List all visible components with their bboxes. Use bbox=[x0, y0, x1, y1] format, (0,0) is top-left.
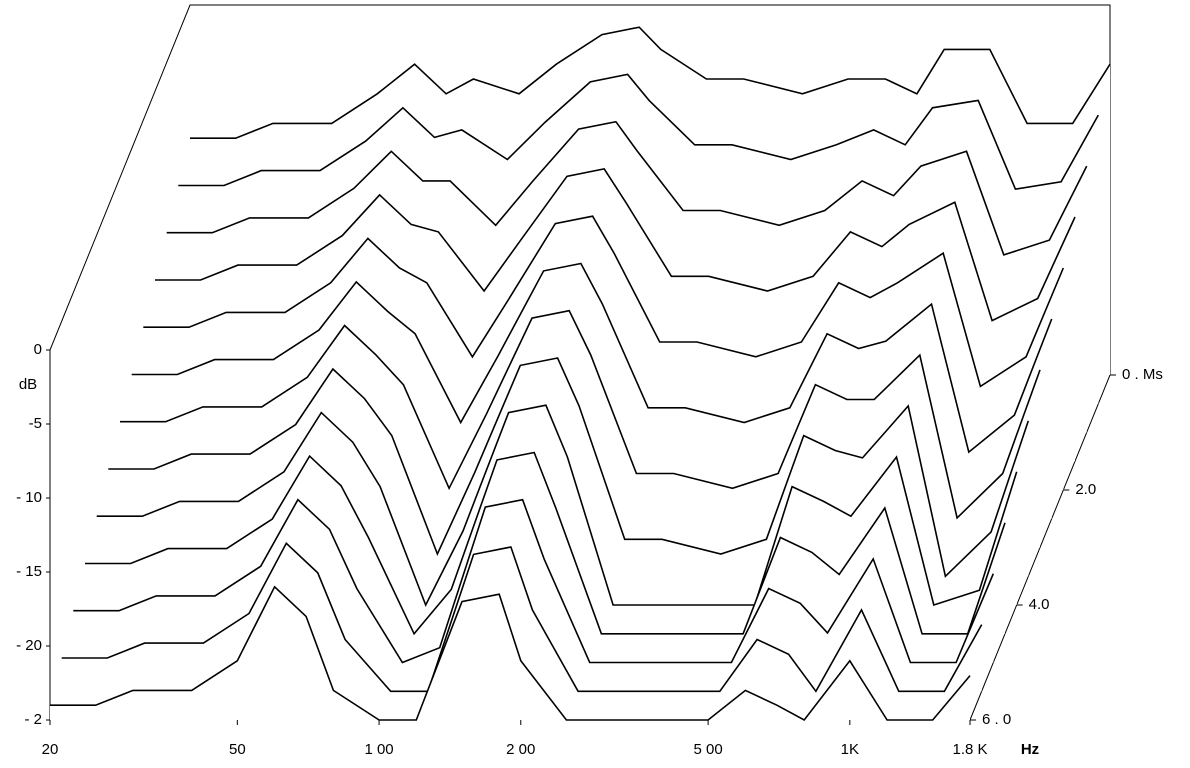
x-tick-label: 1 00 bbox=[364, 741, 393, 758]
slice-line bbox=[108, 357, 1030, 578]
slice-fill bbox=[50, 586, 970, 720]
y-tick-label: - 20 bbox=[16, 637, 42, 654]
slice-line bbox=[61, 542, 983, 693]
slice-line bbox=[190, 26, 1111, 139]
x-tick-label: 50 bbox=[229, 741, 246, 758]
x-tick-label: 1K bbox=[841, 741, 859, 758]
y-tick-label: - 10 bbox=[16, 489, 42, 506]
x-tick-label: 2 00 bbox=[506, 741, 535, 758]
slice-line bbox=[155, 168, 1076, 322]
x-tick-label: 20 bbox=[42, 741, 59, 758]
slice-line bbox=[131, 262, 1053, 454]
y-unit: dB bbox=[19, 376, 37, 393]
slice-line bbox=[166, 120, 1088, 256]
slice-line bbox=[178, 73, 1099, 190]
z-tick-label: 2.0 bbox=[1075, 481, 1096, 498]
x-tick-label: 1.8 K bbox=[952, 741, 987, 758]
z-tick-label: 6 . 0 bbox=[982, 711, 1011, 728]
z-tick-label: 0 . Ms bbox=[1122, 366, 1163, 383]
slice-line bbox=[73, 498, 995, 664]
slice-line bbox=[85, 451, 1006, 636]
slice-line bbox=[96, 404, 1018, 607]
y-tick-label: - 2 bbox=[24, 711, 42, 728]
y-tick-label: - 15 bbox=[16, 563, 42, 580]
z-tick-label: 4.0 bbox=[1029, 596, 1050, 613]
x-unit: Hz bbox=[1021, 741, 1039, 758]
slice-line bbox=[143, 215, 1065, 388]
y-tick-label: -5 bbox=[29, 415, 42, 432]
slice-line bbox=[120, 309, 1041, 520]
slice-line bbox=[50, 585, 971, 722]
x-tick-label: 5 00 bbox=[694, 741, 723, 758]
y-tick-label: 0 bbox=[34, 341, 42, 358]
